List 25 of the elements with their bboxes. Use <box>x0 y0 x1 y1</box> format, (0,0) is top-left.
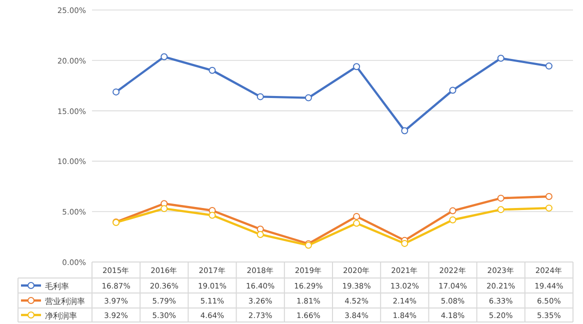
point <box>208 66 216 74</box>
point <box>401 127 408 134</box>
point <box>497 54 504 62</box>
point <box>353 220 360 227</box>
point <box>449 207 456 214</box>
point <box>497 194 504 202</box>
point <box>449 216 456 224</box>
legend-label: 营业利润率 <box>45 297 85 306</box>
point <box>256 93 264 100</box>
point <box>353 63 360 70</box>
legend-label: 净利润率 <box>45 312 77 320</box>
point <box>545 204 552 212</box>
point <box>160 53 168 60</box>
point <box>208 212 216 219</box>
point <box>545 62 552 70</box>
legend-label: 毛利率 <box>45 282 69 291</box>
point <box>304 94 312 102</box>
point <box>256 230 264 238</box>
point <box>160 205 168 212</box>
point <box>353 212 360 220</box>
point <box>112 88 120 96</box>
point <box>449 86 456 94</box>
point <box>401 240 408 247</box>
point <box>545 192 552 200</box>
point <box>497 206 504 214</box>
